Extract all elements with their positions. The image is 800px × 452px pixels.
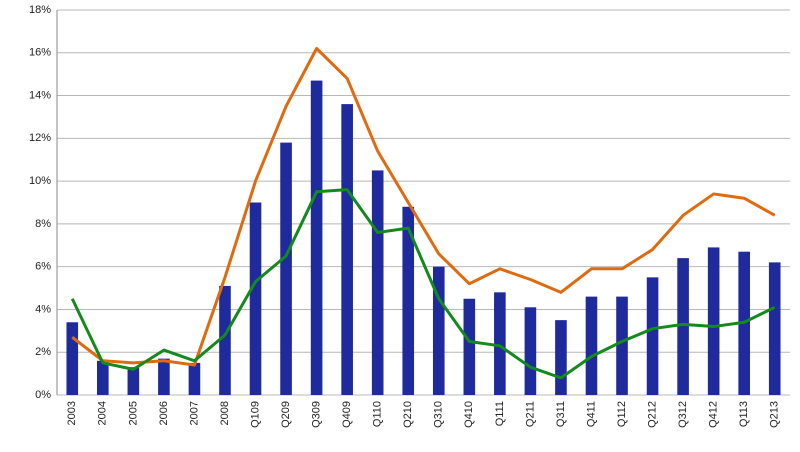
line	[71, 47, 776, 367]
x-tick-label: Q411	[585, 401, 597, 427]
x-tick-label: 2007	[188, 401, 200, 425]
bar	[768, 262, 781, 395]
bar	[158, 358, 170, 395]
bar	[127, 367, 140, 395]
bar	[585, 296, 598, 395]
x-tick-label: Q309	[311, 401, 323, 428]
y-tick-label: 0%	[35, 389, 51, 401]
x-tick-label: Q210	[402, 401, 414, 428]
y-tick-label: 4%	[35, 303, 51, 315]
y-tick-label: 16%	[29, 47, 51, 59]
x-tick-label: 2004	[97, 401, 109, 425]
x-tick-label: Q109	[249, 401, 261, 428]
x-tick-label: 2006	[158, 401, 170, 425]
y-tick-label: 10%	[29, 175, 51, 187]
x-tick-label: Q111	[494, 401, 506, 426]
line	[70, 188, 776, 380]
bar	[280, 142, 292, 395]
x-tick-label: Q311	[555, 401, 567, 427]
bar	[677, 258, 689, 395]
x-tick-label: Q409	[341, 401, 353, 428]
y-tick-label: 12%	[29, 132, 51, 144]
x-tick-label: Q410	[463, 401, 475, 428]
x-tick-label: Q312	[677, 401, 689, 428]
bar	[188, 362, 201, 395]
bar	[432, 266, 445, 395]
bar	[524, 307, 537, 395]
bar	[97, 360, 109, 395]
x-tick-label: Q110	[372, 401, 384, 427]
bar	[341, 104, 353, 395]
x-tick-label: 2008	[219, 401, 231, 425]
x-tick-label: Q212	[646, 401, 658, 428]
x-tick-label: Q112	[616, 401, 628, 427]
bar	[494, 292, 506, 395]
bar	[463, 298, 476, 395]
y-tick-label: 2%	[35, 346, 51, 358]
x-tick-label: Q113	[738, 401, 750, 427]
y-tick-label: 14%	[29, 89, 51, 101]
x-tick-label: 2005	[127, 401, 139, 425]
bar	[646, 277, 659, 395]
bar	[249, 202, 262, 395]
bar	[219, 285, 231, 395]
x-tick-label: Q412	[708, 401, 720, 428]
x-tick-label: Q209	[280, 401, 292, 428]
bar	[707, 247, 720, 395]
bar	[555, 320, 567, 395]
bar	[66, 322, 79, 395]
bar	[371, 170, 384, 395]
bar	[616, 296, 628, 395]
y-tick-label: 8%	[35, 218, 51, 230]
x-tick-label: 2003	[66, 401, 78, 425]
y-tick-label: 6%	[35, 261, 51, 273]
x-tick-label: Q213	[769, 401, 781, 428]
bar	[310, 80, 323, 395]
x-tick-label: Q310	[433, 401, 445, 428]
bar	[402, 206, 415, 395]
x-tick-label: Q211	[524, 401, 536, 427]
y-tick-label: 18%	[29, 4, 51, 16]
